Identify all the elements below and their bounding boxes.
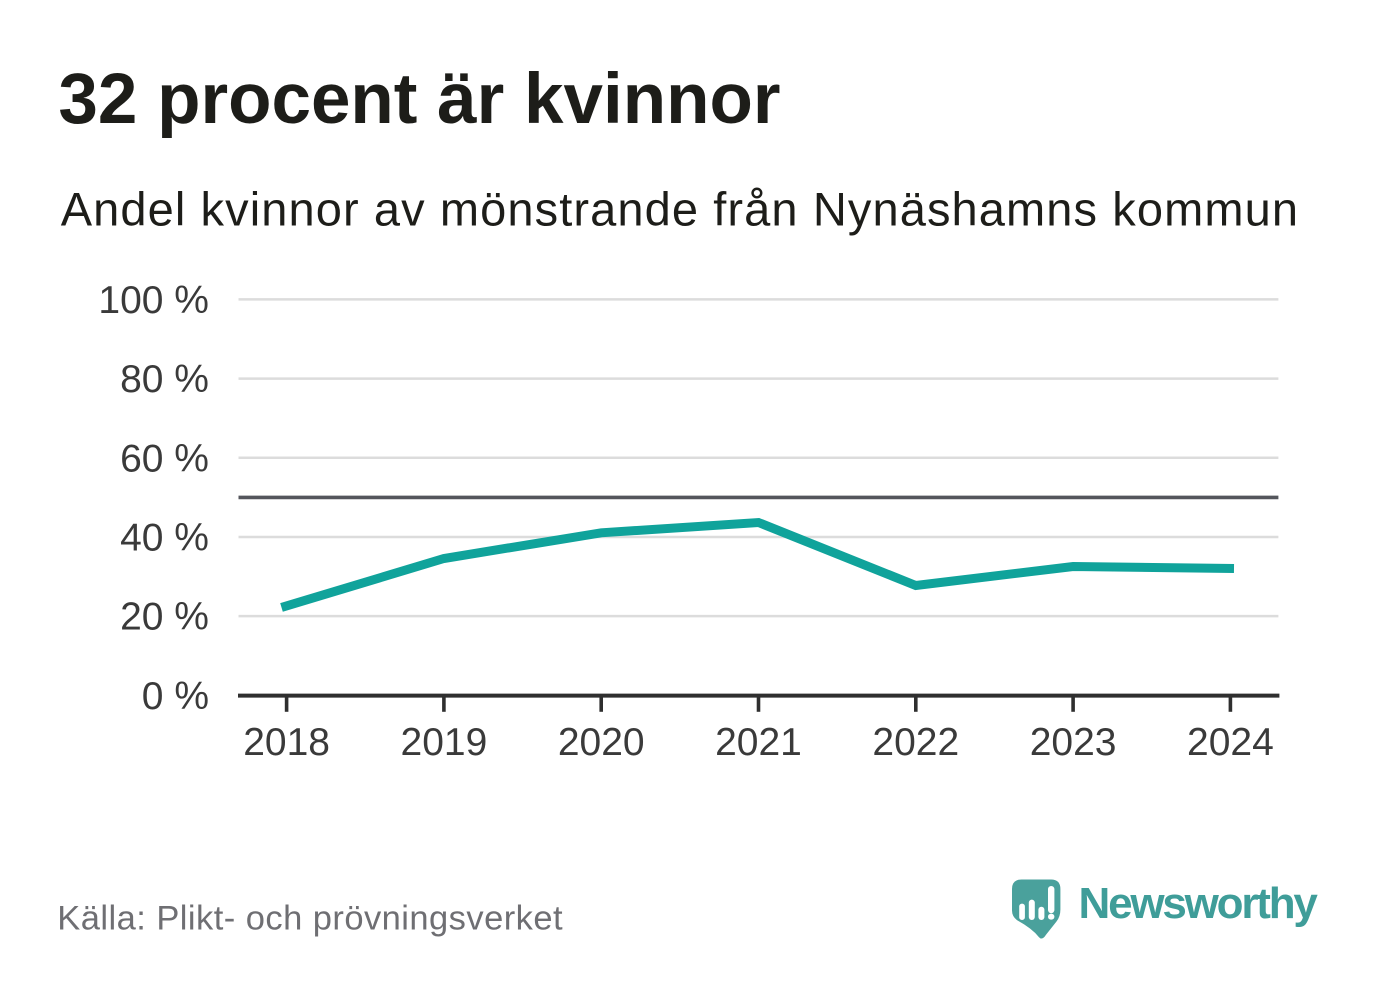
svg-text:Källa: Plikt- och prövningsver: Källa: Plikt- och prövningsverket bbox=[57, 900, 563, 938]
svg-text:2021: 2021 bbox=[715, 721, 802, 764]
svg-text:20 %: 20 % bbox=[120, 596, 209, 639]
svg-text:100 %: 100 % bbox=[98, 279, 209, 322]
svg-text:2020: 2020 bbox=[558, 721, 645, 764]
svg-text:2018: 2018 bbox=[243, 721, 330, 764]
svg-text:2019: 2019 bbox=[401, 721, 488, 764]
svg-text:32 procent är kvinnor: 32 procent är kvinnor bbox=[58, 60, 780, 139]
svg-text:0 %: 0 % bbox=[142, 675, 209, 718]
svg-text:2023: 2023 bbox=[1030, 721, 1117, 764]
svg-text:2022: 2022 bbox=[872, 721, 959, 764]
svg-text:2024: 2024 bbox=[1187, 721, 1274, 764]
svg-text:60 %: 60 % bbox=[120, 437, 209, 480]
svg-text:Newsworthy: Newsworthy bbox=[1079, 879, 1319, 928]
svg-text:80 %: 80 % bbox=[120, 358, 209, 401]
svg-text:Andel kvinnor av mönstrande fr: Andel kvinnor av mönstrande från Nynäsha… bbox=[61, 183, 1299, 236]
svg-text:40 %: 40 % bbox=[120, 517, 209, 560]
